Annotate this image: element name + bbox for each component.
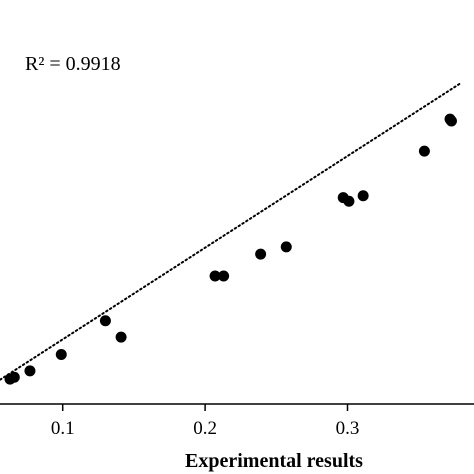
x-tick-label: 0.1 [51,418,75,439]
x-tick-label: 0.2 [193,418,217,439]
data-point [218,270,230,282]
data-point [445,115,457,127]
data-point [418,145,430,157]
data-point [280,241,292,253]
data-point [115,331,127,343]
trendline [0,81,463,381]
x-tick-label: 0.3 [336,418,360,439]
r-squared-annotation: R² = 0.9918 [25,53,121,75]
data-point [24,365,36,377]
data-point [99,315,111,327]
plot-area [0,81,463,385]
x-axis-title: Experimental results [185,450,363,472]
x-axis-ticks: 0.1 0.2 0.3 [51,404,360,439]
data-point [255,248,267,260]
data-point [357,190,369,202]
data-point [8,371,20,383]
data-point [343,195,355,207]
data-point [55,348,67,360]
data-point [209,270,221,282]
